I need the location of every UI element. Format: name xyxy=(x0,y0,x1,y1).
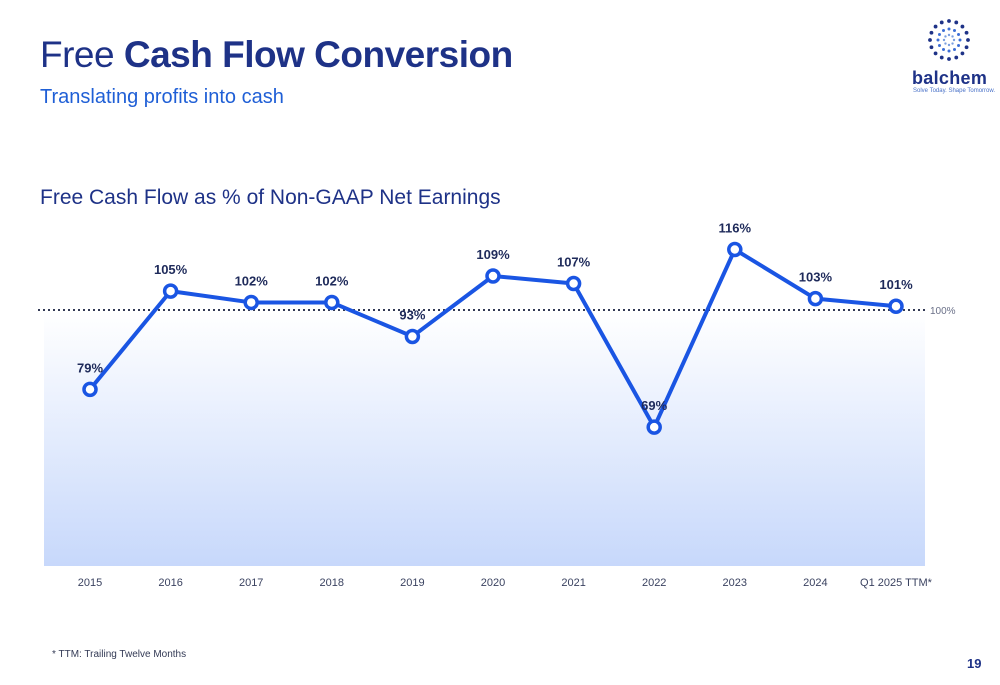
x-tick-label: 2018 xyxy=(320,577,344,589)
chart-area-background xyxy=(44,312,925,566)
data-point xyxy=(324,294,340,311)
data-label: 101% xyxy=(879,277,913,292)
page-title: Free Cash Flow Conversion xyxy=(40,34,513,76)
balchem-logo-icon xyxy=(928,19,970,61)
data-label: 116% xyxy=(719,221,752,236)
data-label: 93% xyxy=(399,307,425,322)
x-tick-label: 2024 xyxy=(803,577,827,589)
x-tick-label: 2016 xyxy=(158,577,182,589)
x-tick-label: 2022 xyxy=(642,577,666,589)
data-label: 103% xyxy=(799,270,833,285)
page-title-regular: Free xyxy=(40,34,115,75)
chart-title: Free Cash Flow as % of Non-GAAP Net Earn… xyxy=(40,186,501,209)
x-tick-label: 2019 xyxy=(400,577,424,589)
data-point xyxy=(162,283,179,299)
data-point xyxy=(888,298,904,314)
data-label: 109% xyxy=(476,247,510,262)
data-label: 105% xyxy=(154,262,188,277)
data-label: 69% xyxy=(641,398,667,413)
data-point xyxy=(727,241,743,258)
logo-tagline: Solve Today. Shape Tomorrow. xyxy=(913,88,996,94)
x-tick-label: 2017 xyxy=(239,577,263,589)
data-point xyxy=(82,381,98,398)
x-tick-label: 2015 xyxy=(78,577,102,589)
data-point xyxy=(243,294,259,311)
data-label: 102% xyxy=(235,273,269,288)
data-point xyxy=(807,290,824,307)
x-tick-label: Q1 2025 TTM* xyxy=(860,577,933,589)
data-point xyxy=(404,328,421,345)
x-tick-label: 2020 xyxy=(481,577,505,589)
data-label: 79% xyxy=(77,360,103,375)
reference-line-label: 100% xyxy=(930,306,956,317)
x-tick-label: 2023 xyxy=(723,577,747,589)
data-label: 102% xyxy=(315,273,349,288)
page-subtitle: Translating profits into cash xyxy=(40,86,284,108)
x-tick-label: 2021 xyxy=(561,577,585,589)
data-point xyxy=(646,419,662,435)
data-point xyxy=(565,275,582,292)
footnote: * TTM: Trailing Twelve Months xyxy=(52,649,187,660)
data-label: 107% xyxy=(557,255,591,270)
data-point xyxy=(485,268,501,284)
page-number: 19 xyxy=(967,656,982,671)
logo-wordmark: balchem xyxy=(912,68,988,88)
page-title-bold: Cash Flow Conversion xyxy=(123,34,513,75)
